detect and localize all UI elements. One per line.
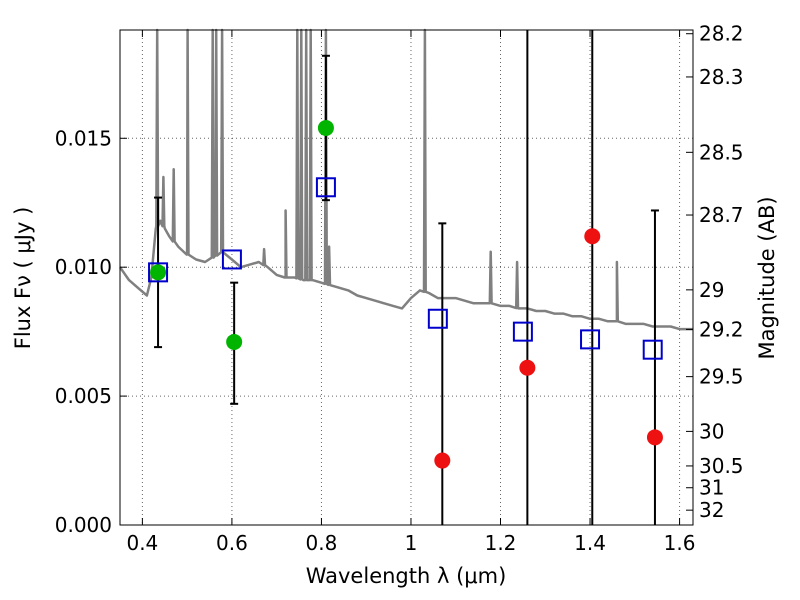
y-tick-label: 0.015	[55, 126, 112, 150]
x-tick-label: 1.6	[664, 531, 696, 555]
model-photometry-square	[642, 339, 663, 360]
x-tick-label: 1	[405, 531, 418, 555]
model-photometry-square	[148, 262, 169, 283]
markers	[148, 119, 663, 469]
magnitude-tick-label: 28.2	[699, 22, 744, 46]
model-photometry-square	[580, 329, 601, 350]
x-tick-label: 1.2	[485, 531, 517, 555]
non-detection-point	[646, 429, 663, 446]
magnitude-tick-label: 30.5	[699, 454, 744, 478]
magnitude-tick-label: 28.3	[699, 65, 744, 89]
model-photometry-square	[221, 249, 242, 270]
detection-point	[150, 264, 167, 281]
magnitude-tick-label: 28.5	[699, 140, 744, 164]
detection-point	[226, 333, 243, 350]
model-photometry-square	[315, 177, 336, 198]
magnitude-tick-label: 28.7	[699, 203, 744, 227]
y-axis-label: Flux Fν ( μJy )	[11, 207, 35, 350]
x-tick-label: 0.8	[306, 531, 338, 555]
x-tick-label: 0.6	[216, 531, 248, 555]
model-photometry-square	[427, 308, 448, 329]
x-tick-label: 1.4	[574, 531, 606, 555]
grid	[120, 30, 693, 526]
magnitude-tick-label: 29.5	[699, 365, 744, 389]
y-tick-label: 0.000	[55, 513, 112, 537]
y-tick-label: 0.005	[55, 384, 112, 408]
detection-point	[317, 119, 334, 136]
y-axis-ticks: 0.000 0.005 0.010 0.015	[55, 126, 127, 537]
magnitude-axis-label: Magnitude (AB)	[755, 196, 779, 359]
magnitude-tick-label: 31	[699, 476, 724, 500]
non-detection-point	[584, 228, 601, 245]
non-detection-point	[519, 359, 536, 376]
model-photometry-square	[512, 321, 533, 342]
magnitude-tick-label: 32	[699, 498, 724, 522]
x-axis-label: Wavelength λ (μm)	[306, 564, 507, 588]
magnitude-tick-label: 29	[699, 278, 724, 302]
plot-background	[120, 30, 693, 525]
magnitude-tick-label: 30	[699, 419, 724, 443]
non-detection-point	[434, 452, 451, 469]
plot-frame	[119, 29, 694, 526]
y-tick-label: 0.010	[55, 255, 112, 279]
magnitude-tick-label: 29.2	[699, 317, 744, 341]
x-tick-label: 0.4	[126, 531, 158, 555]
x-axis-ticks: 0.4 0.6 0.8 1 1.2 1.4 1.6	[126, 30, 695, 555]
error-bars	[154, 30, 659, 525]
